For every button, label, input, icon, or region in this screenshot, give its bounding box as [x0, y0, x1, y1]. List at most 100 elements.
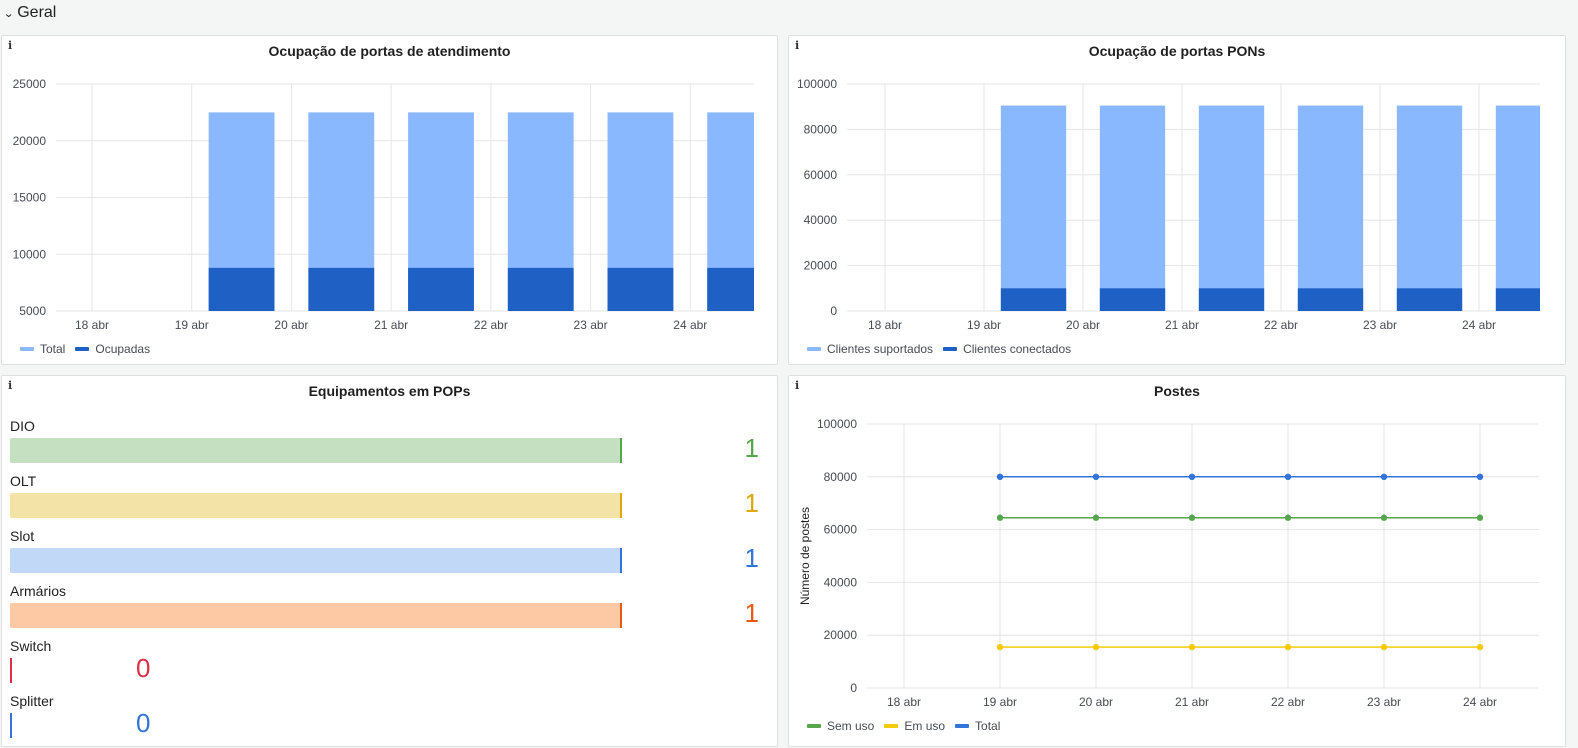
data-point — [1476, 514, 1484, 521]
legend-item-em-uso[interactable]: Em uso — [884, 719, 945, 733]
panel-postes: i Postes 0 20000 40000 60000 80000 100000 18 a… — [788, 375, 1566, 747]
stat-bar — [10, 713, 12, 738]
x-tick-label: 19 abr — [983, 695, 1017, 709]
panel-ocupacao-portas-atendimento: i Ocupação de portas de atendimento 5000… — [1, 35, 778, 365]
y-tick-label: 60000 — [804, 168, 838, 182]
x-tick-label: 18 abr — [75, 318, 109, 332]
data-point — [1380, 643, 1388, 651]
legend-swatch — [807, 347, 821, 351]
bar-clientes-suportados — [1099, 105, 1166, 311]
stat-label: Slot — [10, 528, 35, 544]
x-tick-label: 24 abr — [1463, 695, 1497, 709]
legend-item-total[interactable]: Total — [20, 342, 65, 356]
x-tick-label: 20 abr — [1066, 318, 1100, 332]
chevron-down-icon: ⌄ — [3, 7, 15, 20]
bar-ocupadas — [707, 267, 754, 311]
legend-label: Total — [40, 342, 66, 356]
x-tick-label: 22 abr — [1271, 695, 1305, 709]
stat-value: 1 — [744, 488, 759, 518]
x-tick-label: 20 abr — [1079, 695, 1113, 709]
stat-label: DIO — [10, 418, 35, 434]
stat-label: OLT — [10, 473, 37, 489]
y-tick-label: 10000 — [13, 247, 47, 261]
data-point — [1476, 643, 1484, 651]
legend-label: Em uso — [904, 719, 946, 733]
info-icon[interactable]: i — [8, 379, 13, 392]
legend-swatch — [75, 347, 90, 351]
data-point — [1380, 514, 1388, 521]
bar-clientes-conectados — [1297, 288, 1364, 311]
stat-bar — [10, 548, 622, 573]
stat-switch[interactable]: Switch 0 — [10, 638, 769, 693]
bar-clientes-conectados — [1198, 288, 1265, 311]
stat-bar-end — [620, 548, 622, 573]
y-tick-label: 80000 — [824, 470, 858, 484]
stat-armarios[interactable]: Armários 1 — [10, 583, 769, 638]
x-tick-label: 23 abr — [1367, 695, 1401, 709]
legend-item-ocupadas[interactable]: Ocupadas — [75, 342, 150, 356]
bar-clientes-conectados — [1495, 288, 1540, 311]
panel-title: Ocupação de portas PONs — [1088, 43, 1266, 59]
legend-item-sem-uso[interactable]: Sem uso — [807, 719, 874, 733]
panel-title: Postes — [1154, 383, 1200, 399]
legend-swatch — [20, 347, 34, 351]
data-point — [996, 643, 1004, 651]
bar-ocupadas — [507, 267, 574, 311]
stat-bar-end — [620, 603, 622, 628]
x-tick-label: 21 abr — [1165, 318, 1199, 332]
chart-postes: 0 20000 40000 60000 80000 100000 18 abr 19 abr 2… — [798, 417, 1539, 709]
y-tick-label: 0 — [850, 681, 857, 695]
data-point — [1188, 473, 1196, 480]
data-point — [1284, 514, 1292, 521]
y-tick-label: 100000 — [817, 417, 857, 431]
x-tick-label: 19 abr — [967, 318, 1001, 332]
data-point — [1284, 643, 1292, 651]
data-point — [1092, 514, 1100, 521]
chart-pons: 0 20000 40000 60000 80000 100000 18 abr 19 abr 2… — [797, 77, 1540, 332]
panel-ocupacao-portas-pons: i Ocupação de portas PONs 0 20000 40000 600… — [788, 35, 1566, 365]
legend-swatch — [955, 724, 970, 728]
bar-ocupadas — [408, 267, 474, 311]
x-tick-label: 22 abr — [474, 318, 508, 332]
bar-clientes-suportados — [1000, 105, 1067, 311]
x-tick-label: 21 abr — [1175, 695, 1209, 709]
stat-dio[interactable]: DIO 1 — [10, 418, 769, 473]
info-icon[interactable]: i — [795, 39, 800, 52]
stat-bar-end — [620, 438, 622, 463]
x-tick-label: 24 abr — [1462, 318, 1496, 332]
legend: Total Ocupadas — [20, 342, 150, 356]
y-tick-label: 20000 — [13, 134, 47, 148]
stat-olt[interactable]: OLT 1 — [10, 473, 769, 528]
stat-bar — [10, 493, 622, 518]
legend: Sem uso Em uso Total — [807, 719, 1000, 733]
stat-slot[interactable]: Slot 1 — [10, 528, 769, 583]
legend-item-clientes-suportados[interactable]: Clientes suportados — [807, 342, 933, 356]
y-tick-label: 40000 — [804, 213, 838, 227]
legend-item-clientes-conectados[interactable]: Clientes conectados — [943, 342, 1071, 356]
x-tick-label: 22 abr — [1264, 318, 1298, 332]
x-tick-label: 23 abr — [1363, 318, 1397, 332]
bar-ocupadas — [308, 267, 375, 311]
stat-label: Switch — [10, 638, 52, 654]
y-tick-label: 80000 — [804, 122, 838, 136]
y-tick-label: 20000 — [804, 259, 838, 273]
stat-bar — [10, 603, 622, 628]
data-point — [1092, 643, 1100, 651]
legend-label: Sem uso — [827, 719, 875, 733]
info-icon[interactable]: i — [795, 379, 800, 392]
info-icon[interactable]: i — [8, 39, 13, 52]
legend-swatch — [884, 724, 899, 728]
x-tick-label: 20 abr — [274, 318, 308, 332]
x-tick-label: 18 abr — [887, 695, 921, 709]
stat-bar — [10, 658, 12, 683]
y-tick-label: 20000 — [824, 628, 858, 642]
bar-clientes-suportados — [1495, 105, 1540, 311]
legend-item-total[interactable]: Total — [955, 719, 1000, 733]
chart-atendimento: 5000 10000 15000 20000 25000 18 abr 19 abr 20 a… — [13, 77, 754, 332]
stat-splitter[interactable]: Splitter 0 — [10, 693, 769, 748]
data-point — [1188, 643, 1196, 651]
row-header-geral[interactable]: ⌄ Geral — [0, 0, 56, 26]
stat-label: Armários — [10, 583, 67, 599]
bar-clientes-suportados — [1198, 105, 1265, 311]
y-tick-label: 5000 — [19, 304, 46, 318]
